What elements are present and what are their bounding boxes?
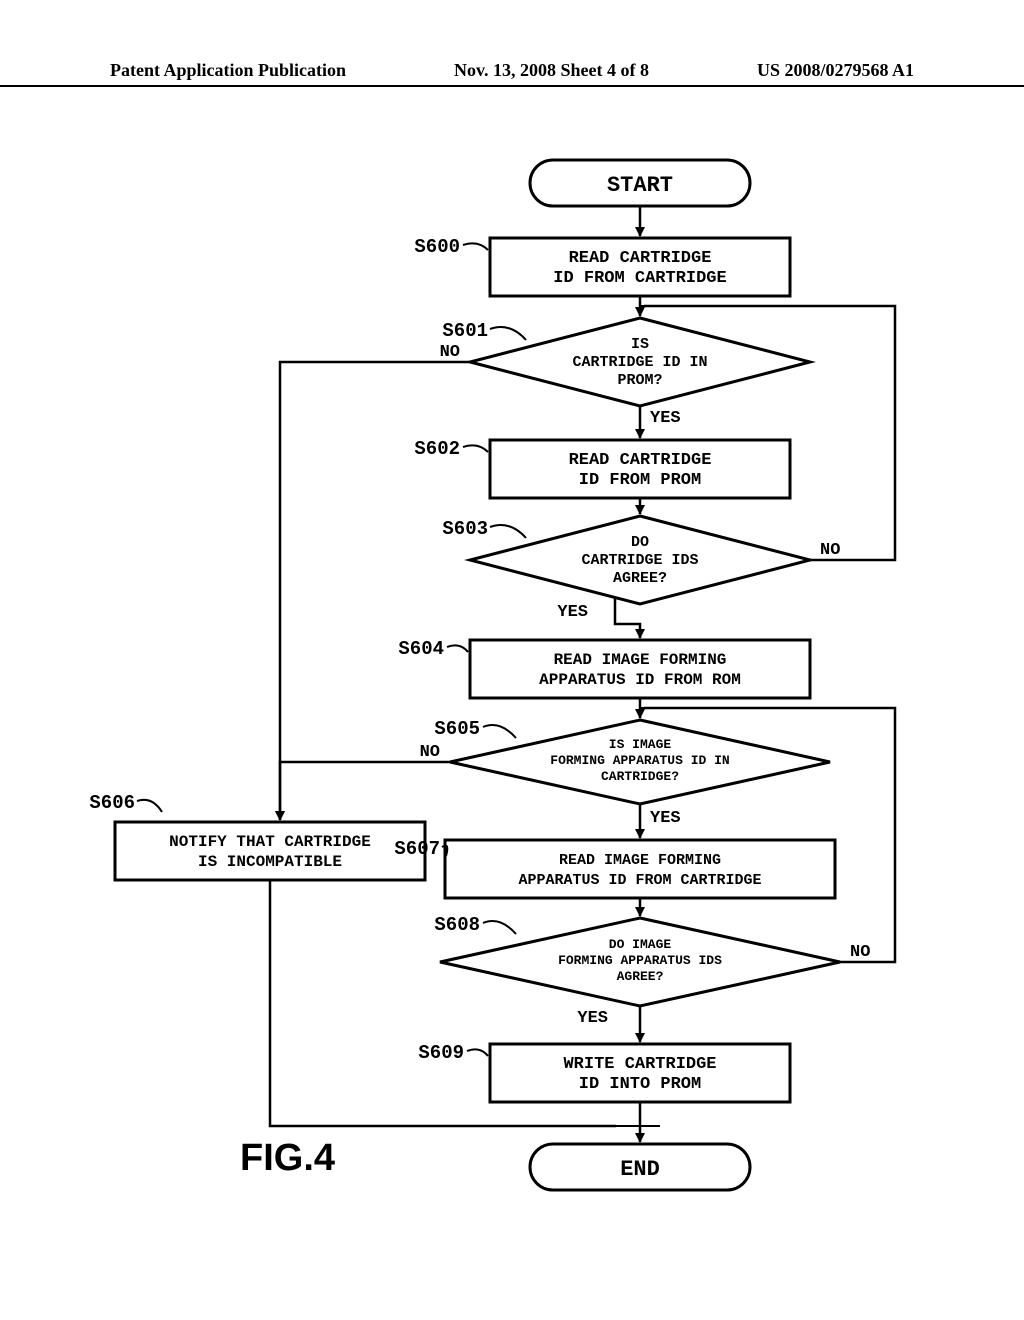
svg-text:ID FROM CARTRIDGE: ID FROM CARTRIDGE [553,269,726,288]
edge-s601-no [280,362,470,820]
node-s603: DO CARTRIDGE IDS AGREE? [470,516,810,604]
s601-yes: YES [650,409,681,428]
label-s601: S601 [442,320,488,342]
svg-text:CARTRIDGE IDS: CARTRIDGE IDS [581,552,698,569]
label-s605: S605 [434,718,480,740]
svg-text:PROM?: PROM? [617,372,662,389]
label-s602: S602 [414,438,460,460]
node-start: START [530,160,750,206]
node-s600: READ CARTRIDGE ID FROM CARTRIDGE [490,238,790,296]
svg-text:FORMING APPARATUS IDS: FORMING APPARATUS IDS [558,953,722,968]
svg-text:READ IMAGE FORMING: READ IMAGE FORMING [559,852,721,869]
flowchart: START READ CARTRIDGE ID FROM CARTRIDGE S… [0,0,1024,1320]
s608-yes: YES [577,1009,608,1028]
svg-text:APPARATUS ID FROM CARTRIDGE: APPARATUS ID FROM CARTRIDGE [518,872,761,889]
s603-no: NO [820,541,840,560]
svg-text:READ IMAGE FORMING: READ IMAGE FORMING [554,651,727,669]
node-end: END [530,1144,750,1190]
label-s600: S600 [414,236,460,258]
svg-text:AGREE?: AGREE? [617,969,664,984]
s605-yes: YES [650,809,681,828]
svg-text:IS IMAGE: IS IMAGE [609,737,672,752]
node-s607: READ IMAGE FORMING APPARATUS ID FROM CAR… [445,840,835,898]
svg-text:NOTIFY THAT CARTRIDGE: NOTIFY THAT CARTRIDGE [169,833,371,851]
node-s602: READ CARTRIDGE ID FROM PROM [490,440,790,498]
svg-text:READ CARTRIDGE: READ CARTRIDGE [569,249,712,268]
label-s609: S609 [418,1042,464,1064]
node-s605: IS IMAGE FORMING APPARATUS ID IN CARTRID… [450,720,830,804]
node-s609: WRITE CARTRIDGE ID INTO PROM [490,1044,790,1102]
svg-text:ID INTO PROM: ID INTO PROM [579,1075,701,1094]
svg-text:ID FROM PROM: ID FROM PROM [579,471,701,490]
figure-label: FIG.4 [240,1137,335,1179]
node-s604: READ IMAGE FORMING APPARATUS ID FROM ROM [470,640,810,698]
label-s607: S607 [394,838,440,860]
svg-text:READ CARTRIDGE: READ CARTRIDGE [569,451,712,470]
svg-text:IS INCOMPATIBLE: IS INCOMPATIBLE [198,853,342,871]
label-s608: S608 [434,914,480,936]
label-s606: S606 [89,792,135,814]
svg-text:DO IMAGE: DO IMAGE [609,937,672,952]
svg-text:AGREE?: AGREE? [613,570,667,587]
node-s601: IS CARTRIDGE ID IN PROM? [470,318,810,406]
edge-s605-no [280,762,450,820]
svg-text:CARTRIDGE?: CARTRIDGE? [601,769,679,784]
svg-text:CARTRIDGE ID IN: CARTRIDGE ID IN [572,354,707,371]
s605-no: NO [420,743,440,762]
s601-no: NO [440,343,460,362]
start-text: START [607,173,673,198]
label-s603: S603 [442,518,488,540]
svg-text:DO: DO [631,534,649,551]
s608-no: NO [850,943,870,962]
svg-text:WRITE CARTRIDGE: WRITE CARTRIDGE [563,1055,716,1074]
s603-yes: YES [557,603,588,622]
svg-text:IS: IS [631,336,649,353]
label-s604: S604 [398,638,444,660]
node-s608: DO IMAGE FORMING APPARATUS IDS AGREE? [440,918,840,1006]
end-text: END [620,1157,660,1182]
svg-text:FORMING APPARATUS ID IN: FORMING APPARATUS ID IN [550,753,729,768]
svg-text:APPARATUS ID FROM ROM: APPARATUS ID FROM ROM [539,671,741,689]
node-s606: NOTIFY THAT CARTRIDGE IS INCOMPATIBLE [115,822,425,880]
